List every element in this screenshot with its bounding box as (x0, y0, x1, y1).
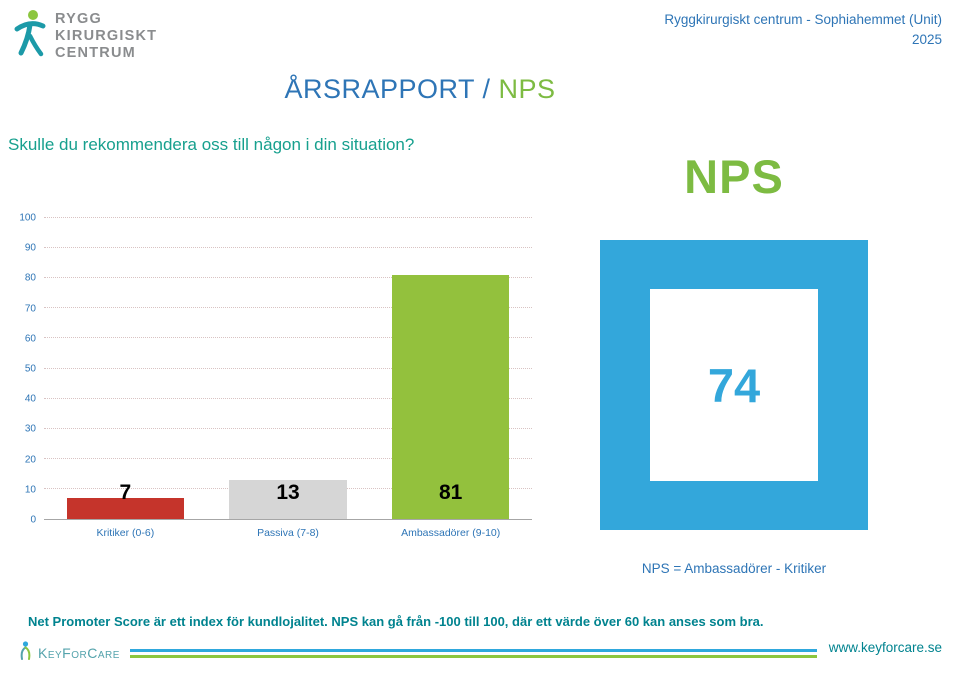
nps-bar-chart: 0 10 20 30 40 50 60 70 80 90 100 7 13 81 Kritiker (0… (8, 213, 532, 539)
rygg-logo: RYGG KIRURGISKT CENTRUM (12, 8, 157, 65)
y-tick-label: 50 (24, 363, 36, 375)
x-axis-label: Ambassadörer (9-10) (401, 527, 501, 539)
bar-value-label: 13 (276, 481, 300, 504)
survey-question: Skulle du rekommendera oss till någon i … (8, 135, 415, 154)
y-tick-label: 70 (24, 303, 36, 315)
footer-line-blue (129, 648, 817, 652)
rygg-logo-icon (12, 8, 48, 65)
bar-value-label: 81 (439, 481, 463, 504)
gridline (44, 337, 532, 339)
logo-line-3: CENTRUM (55, 45, 136, 62)
bar-slot-kritiker-0-6: 7 (44, 218, 207, 519)
footer-url: www.keyforcare.se (828, 639, 942, 655)
gridline (44, 397, 532, 399)
keyforcare-icon (18, 641, 33, 665)
bar-ambassad-rer-9-10 (392, 275, 510, 519)
y-axis: 0 10 20 30 40 50 60 70 80 90 100 (8, 213, 44, 526)
y-tick-label: 40 (24, 393, 36, 405)
y-tick-label: 80 (24, 272, 36, 284)
keyforcare-logo: KeyForCare (18, 641, 120, 665)
report-year: 2025 (911, 31, 942, 47)
gridline (44, 277, 532, 279)
logo-line-1: RYGG (55, 10, 102, 27)
x-axis-labels: Kritiker (0-6) Passiva (7-8) Ambassadörer … (44, 520, 532, 539)
unit-name: Ryggkirurgiskt centrum - Sophiahemmet (U… (664, 12, 942, 27)
page-title-main: ÅRSRAPPORT / (284, 74, 491, 104)
gridline (44, 217, 532, 218)
footer-line-green (129, 654, 817, 658)
footer-divider-lines (129, 648, 817, 658)
y-tick-label: 20 (24, 454, 36, 466)
y-tick-label: 60 (24, 333, 36, 345)
bars: 7 13 81 (44, 218, 532, 519)
gridline (44, 367, 532, 369)
gridline (44, 247, 532, 249)
bar-value-label: 7 (119, 481, 132, 504)
bar-slot-passiva-7-8: 13 (207, 218, 370, 519)
y-tick-label: 0 (30, 514, 36, 526)
nps-score-box: 74 (600, 240, 868, 530)
nps-explanation: Net Promoter Score är ett index för kund… (28, 614, 764, 629)
bar-slot-ambassad-rer-9-10: 81 (369, 218, 532, 519)
nps-heading: NPS (684, 150, 784, 203)
report-unit-info: Ryggkirurgiskt centrum - Sophiahemmet (U… (664, 10, 942, 49)
nps-formula: NPS = Ambassadörer - Kritiker (641, 561, 827, 576)
x-axis-label: Passiva (7-8) (257, 527, 319, 539)
footer: KeyForCare www.keyforcare.se (18, 639, 942, 665)
keyforcare-brand-name: KeyForCare (38, 645, 120, 661)
y-tick-label: 90 (24, 242, 36, 254)
gridline (44, 307, 532, 309)
rygg-logo-text: RYGG KIRURGISKT CENTRUM (55, 11, 157, 62)
y-tick-label: 10 (24, 484, 36, 496)
x-axis-label: Kritiker (0-6) (96, 527, 155, 539)
page-title: ÅRSRAPPORT / NPS (0, 74, 840, 105)
nps-score-value: 74 (707, 358, 761, 412)
plot-area: 7 13 81 (44, 217, 532, 520)
bar-kritiker-0-6 (66, 497, 184, 519)
gridline (44, 457, 532, 459)
page-title-accent: NPS (498, 74, 556, 104)
nps-score-inner-box: 74 (650, 289, 818, 481)
logo-line-2: KIRURGISKT (55, 27, 158, 44)
y-tick-label: 30 (24, 423, 36, 435)
y-tick-label: 100 (19, 212, 36, 224)
gridline (44, 427, 532, 429)
bar-passiva-7-8 (229, 479, 347, 519)
